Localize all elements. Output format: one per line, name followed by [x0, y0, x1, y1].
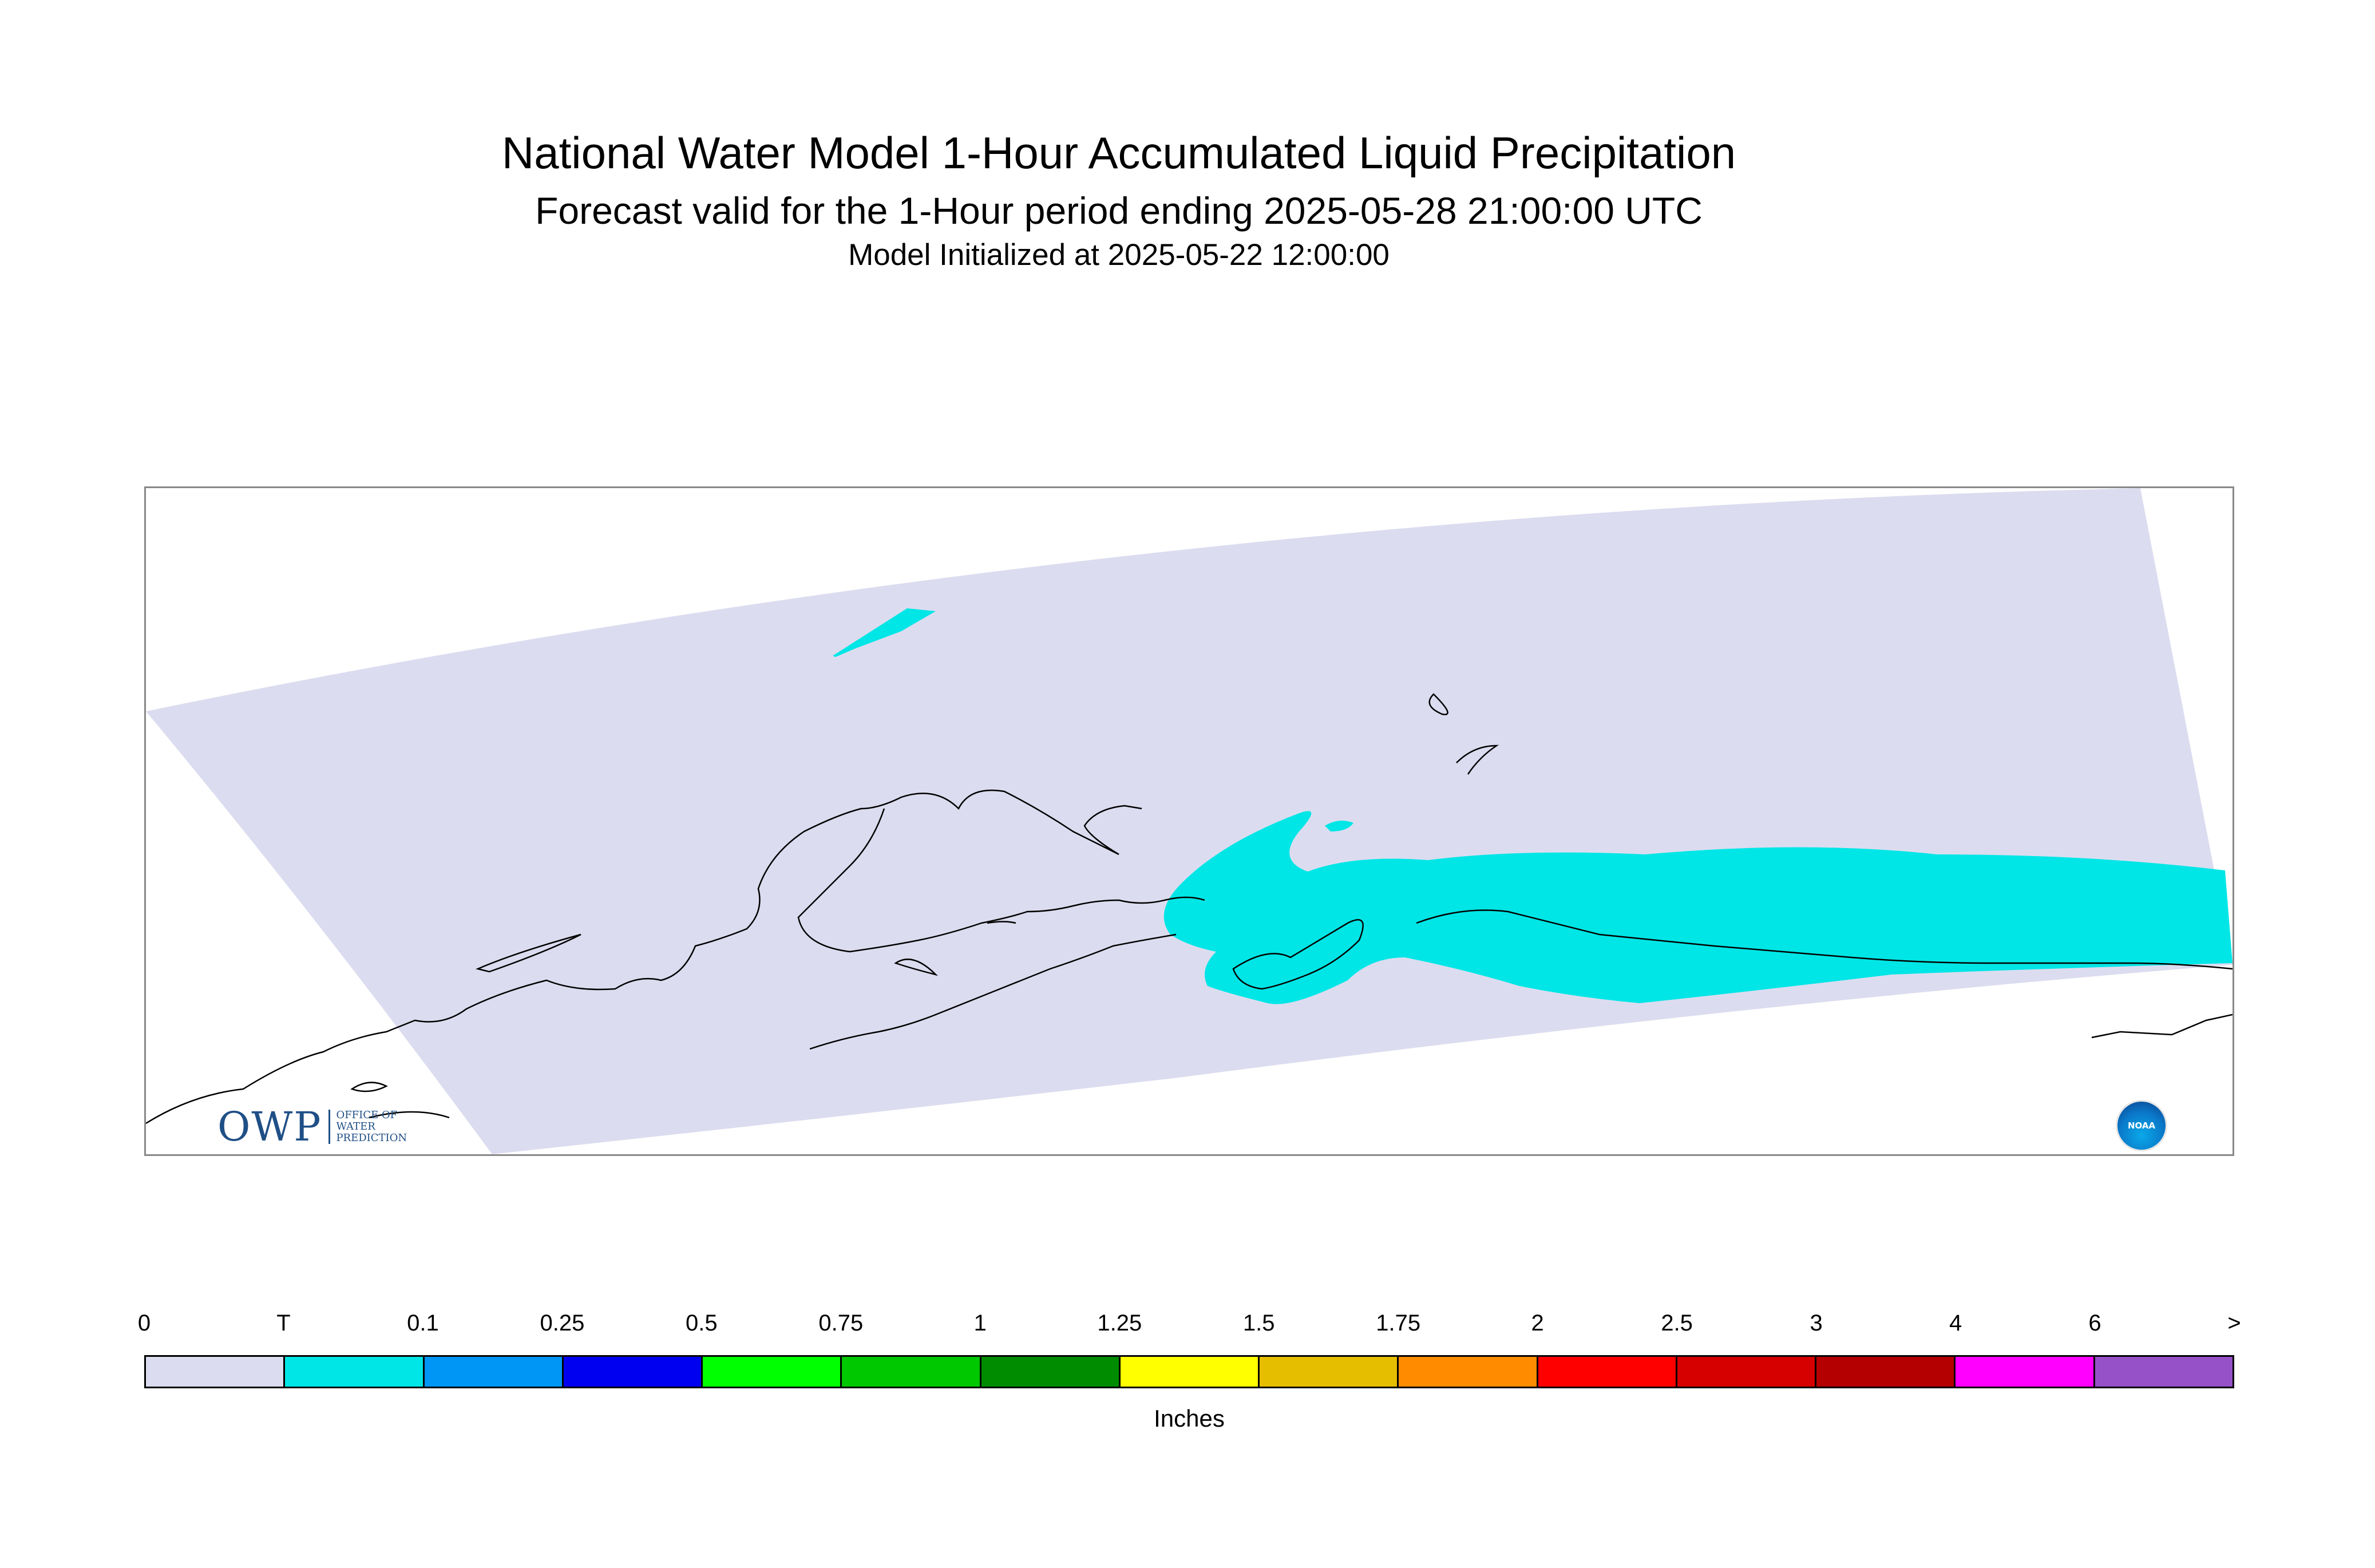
coastline-lake-1 — [894, 959, 939, 976]
legend-swatch — [424, 1357, 564, 1387]
legend-swatch — [285, 1357, 425, 1387]
coastline-gulf — [1416, 909, 2232, 970]
map-panel: OWP Office of Water Prediction NOAA — [144, 486, 2234, 1156]
owp-logo-subtext: Office of Water Prediction — [328, 1110, 407, 1144]
owp-logo: OWP Office of Water Prediction — [217, 1103, 407, 1150]
legend-tick-label: 0 — [137, 1310, 151, 1336]
legend-swatch — [1538, 1357, 1677, 1387]
coastline-island-north-1 — [1428, 693, 1448, 715]
legend-swatch — [981, 1357, 1121, 1387]
legend-swatch — [1677, 1357, 1817, 1387]
coastline-peninsula — [797, 808, 1205, 953]
legend-tick-label: 2.5 — [1661, 1310, 1693, 1336]
legend-tick-label: 1.75 — [1376, 1310, 1421, 1336]
legend-tick-label: 6 — [2088, 1310, 2101, 1336]
precip-area-main — [1163, 811, 2232, 1004]
owp-logo-line2: Water — [336, 1120, 375, 1133]
noaa-logo-text: NOAA — [2127, 1120, 2156, 1131]
legend-swatch — [2095, 1357, 2232, 1387]
coastlines — [146, 693, 2232, 1124]
legend-tick-label: 2 — [1531, 1310, 1544, 1336]
legend-swatch — [842, 1357, 981, 1387]
map-subtitle: Forecast valid for the 1-Hour period end… — [535, 189, 1703, 232]
legend-tick-label: 4 — [1949, 1310, 1962, 1336]
owp-logo-line3: Prediction — [336, 1132, 407, 1144]
legend-tick-label: 3 — [1810, 1310, 1823, 1336]
legend-swatch — [563, 1357, 703, 1387]
coastline-lake-2 — [987, 921, 1016, 924]
coastline-island-west-1 — [476, 933, 581, 973]
owp-logo-letters: OWP — [217, 1103, 322, 1150]
legend-swatch — [1260, 1357, 1399, 1387]
legend-tick-label: 0.25 — [540, 1310, 585, 1336]
legend-tick-label: T — [276, 1310, 291, 1336]
map-title: National Water Model 1-Hour Accumulated … — [501, 128, 1736, 178]
color-legend: 0 T 0.1 0.25 0.5 0.75 1 1.25 1.5 1.75 2 2.5 3 4 6 > Inc… — [138, 1310, 2241, 1442]
legend-tick-label: 1 — [973, 1310, 987, 1336]
legend-swatch — [1816, 1357, 1956, 1387]
legend-swatch — [703, 1357, 842, 1387]
precip-area-small-north — [833, 608, 936, 657]
owp-logo-line1: Office of — [336, 1109, 398, 1121]
legend-units-label: Inches — [1154, 1405, 1225, 1432]
coastline-island-north-2 — [1456, 745, 1499, 775]
legend-tick-label: 0.5 — [686, 1310, 718, 1336]
coastline-mainland — [146, 789, 1142, 1124]
legend-swatch — [1956, 1357, 2095, 1387]
legend-swatch — [146, 1357, 286, 1387]
coastline-bay — [1232, 919, 1364, 990]
noaa-logo: NOAA — [2117, 1102, 2166, 1150]
precip-area-island — [1325, 821, 1353, 831]
coastline-southwest-chain — [809, 933, 1177, 1050]
legend-color-bar — [144, 1355, 2234, 1388]
model-domain-area — [146, 488, 2232, 1154]
legend-tick-label: 0.75 — [818, 1310, 864, 1336]
legend-tick-label: > — [2227, 1310, 2241, 1336]
legend-tick-label: 1.5 — [1242, 1310, 1275, 1336]
coastline-island-west-2 — [350, 1082, 388, 1092]
legend-tick-label: 0.1 — [407, 1310, 439, 1336]
model-initialized-label: Model Initialized at 2025-05-22 12:00:00 — [848, 238, 1390, 272]
legend-swatch — [1399, 1357, 1538, 1387]
legend-tick-label: 1.25 — [1097, 1310, 1142, 1336]
map-canvas — [146, 488, 2232, 1154]
coastline-island-west-3 — [369, 1111, 450, 1119]
legend-swatch — [1120, 1357, 1260, 1387]
coastline-southeast — [2091, 1013, 2232, 1039]
